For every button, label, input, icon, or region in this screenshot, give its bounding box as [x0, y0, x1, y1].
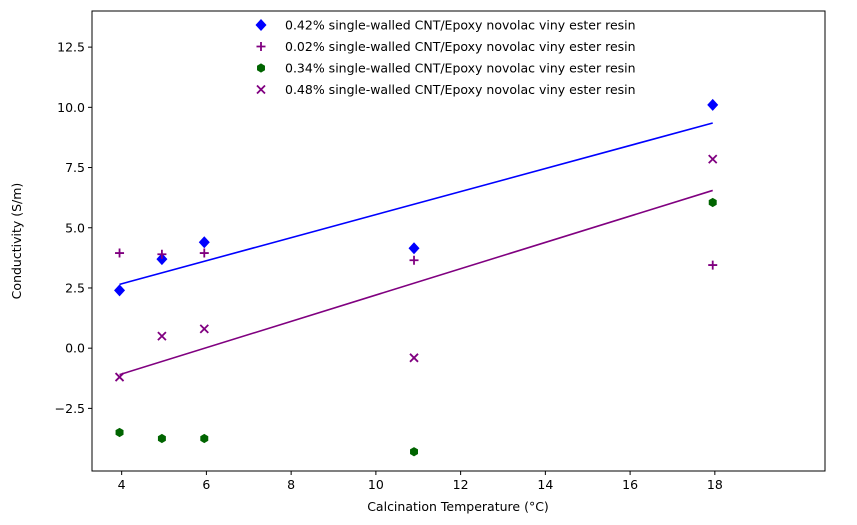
x-tick-label: 8	[287, 477, 295, 492]
y-tick-label: 12.5	[57, 40, 85, 55]
legend-marker-2	[256, 42, 266, 51]
series-4-point-2	[157, 331, 167, 341]
x-tick-label: 14	[537, 477, 553, 492]
legend-entry-3: 0.34% single-walled CNT/Epoxy novolac vi…	[285, 61, 636, 76]
legend-entry-2: 0.02% single-walled CNT/Epoxy novolac vi…	[285, 39, 636, 54]
series-2-point-5	[708, 260, 718, 270]
series-3-point-2	[157, 433, 166, 444]
x-tick-label: 16	[622, 477, 638, 492]
trend-line-1	[119, 122, 713, 286]
series-3-point-3	[200, 433, 209, 444]
x-tick-label: 10	[368, 477, 384, 492]
series-4-point-1	[114, 372, 125, 382]
series-4-point-5	[708, 154, 718, 164]
trend-lines	[119, 122, 713, 376]
legend-marker-3	[257, 63, 265, 73]
trend-line-2	[119, 189, 713, 376]
legend-marker-1	[255, 19, 267, 31]
x-axis-ticks: 4 6 8 10 12 14 16 18	[118, 471, 723, 492]
y-axis-ticks: −2.5 0.0 2.5 5.0 7.5 10.0 12.5	[55, 40, 92, 416]
series-2-point-3	[199, 248, 209, 258]
x-tick-label: 4	[118, 477, 126, 492]
y-tick-label: 10.0	[57, 100, 85, 115]
x-tick-label: 18	[707, 477, 723, 492]
series-4-point-3	[199, 324, 209, 334]
x-tick-label: 12	[453, 477, 469, 492]
plot-frame	[91, 10, 826, 472]
series-1-point-4	[408, 242, 420, 255]
y-axis-label: Conductivity (S/m)	[9, 183, 24, 300]
series-1-point-5	[707, 98, 719, 111]
series-1-point-3	[198, 236, 210, 249]
x-axis-label: Calcination Temperature (°C)	[367, 499, 549, 514]
legend-entry-1: 0.42% single-walled CNT/Epoxy novolac vi…	[285, 18, 636, 33]
legend-entry-4: 0.48% single-walled CNT/Epoxy novolac vi…	[285, 82, 636, 97]
series-2-point-4	[409, 255, 419, 265]
legend: 0.42% single-walled CNT/Epoxy novolac vi…	[255, 18, 636, 97]
y-tick-label: 0.0	[65, 341, 85, 356]
series-3-point-4	[410, 447, 418, 457]
series-3-point-5	[708, 197, 717, 208]
data-points	[114, 98, 719, 457]
y-tick-label: −2.5	[55, 401, 85, 416]
y-tick-label: 7.5	[65, 160, 85, 175]
series-2-point-1	[115, 248, 125, 258]
x-tick-label: 6	[202, 477, 210, 492]
y-tick-label: 2.5	[65, 280, 85, 295]
series-4-point-4	[409, 353, 419, 363]
series-1-point-2	[156, 253, 168, 266]
legend-marker-4	[256, 84, 266, 95]
series-3-point-1	[115, 427, 124, 438]
series-2-point-2	[157, 249, 167, 259]
y-tick-label: 5.0	[65, 220, 85, 235]
series-1-point-1	[114, 284, 126, 297]
